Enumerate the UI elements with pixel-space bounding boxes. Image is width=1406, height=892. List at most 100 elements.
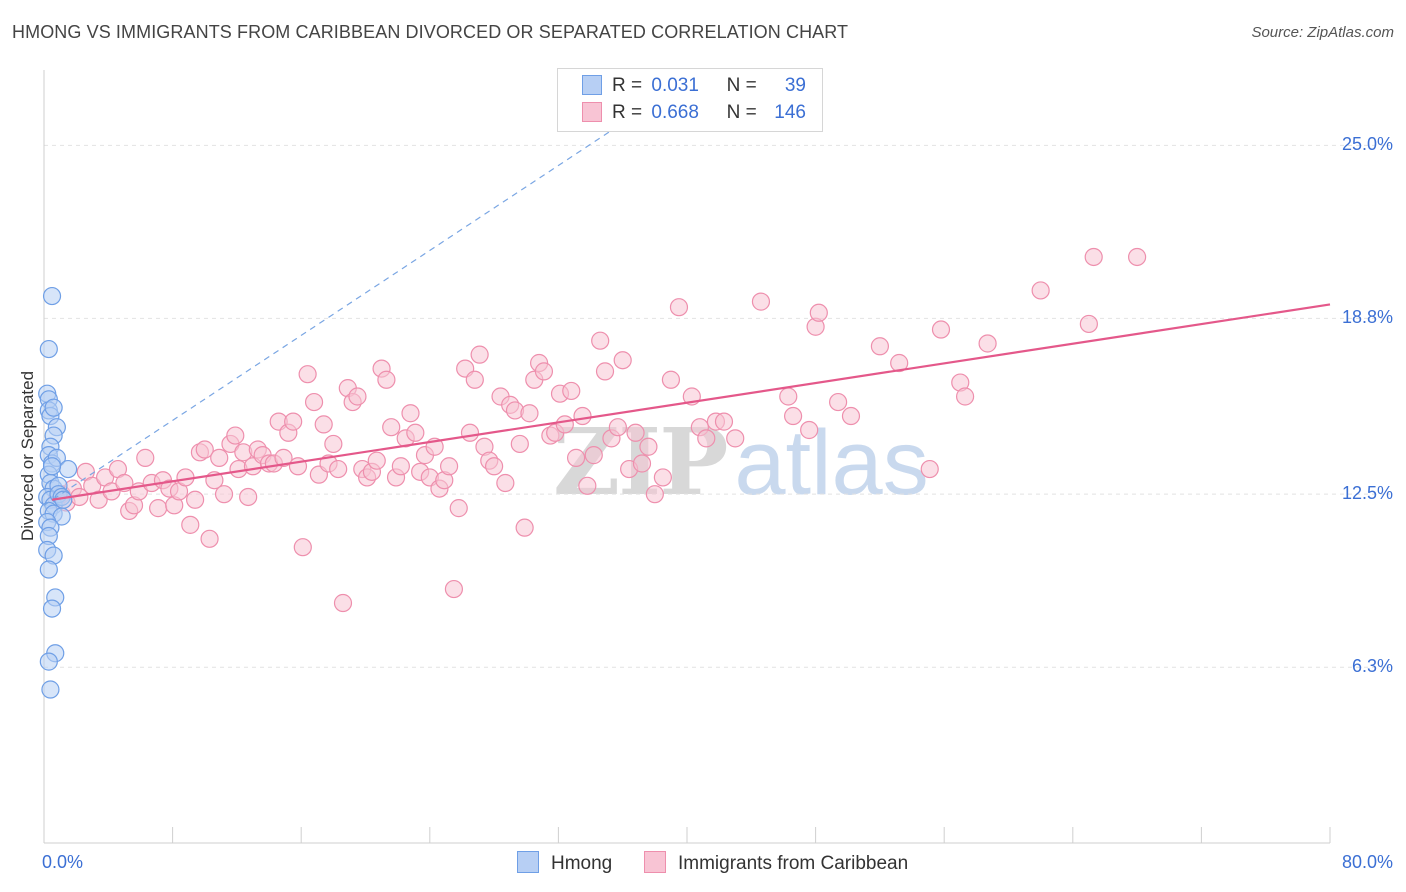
caribbean-point-26 <box>195 440 214 459</box>
caribbean-point-103 <box>578 476 597 495</box>
hmong-trend-line <box>43 122 624 506</box>
caribbean-point-29 <box>210 448 229 467</box>
caribbean-point-141 <box>1084 247 1103 267</box>
caribbean-point-15 <box>136 448 155 467</box>
caribbean-point-127 <box>800 420 819 440</box>
caribbean-point-131 <box>841 406 861 426</box>
caribbean-r-value: 0.668 <box>651 102 699 123</box>
y-tick-label-2: 18.8% <box>1341 307 1393 328</box>
caribbean-point-99 <box>555 415 574 434</box>
caribbean-point-111 <box>626 423 645 442</box>
stats-row-hmong: R = 0.031 N = 39 <box>582 75 806 101</box>
caribbean-point-50 <box>314 415 333 434</box>
caribbean-point-52 <box>324 434 343 454</box>
hmong-point-37 <box>42 457 62 476</box>
caribbean-point-123 <box>726 429 745 448</box>
hmong-r-label: R = <box>612 75 643 96</box>
caribbean-r-label: R = <box>612 102 643 123</box>
legend-caribbean-label: Immigrants from Caribbean <box>678 853 909 874</box>
caribbean-point-81 <box>465 370 484 389</box>
hmong-n-label: N = <box>726 75 757 96</box>
caribbean-point-125 <box>779 387 798 406</box>
caribbean-point-95 <box>534 362 554 381</box>
hmong-point-33 <box>39 652 58 671</box>
hmong-point-34 <box>41 680 60 699</box>
caribbean-point-80 <box>460 423 480 442</box>
caribbean-point-114 <box>645 485 664 504</box>
caribbean-point-64 <box>382 418 401 437</box>
caribbean-n-label: N = <box>726 102 757 123</box>
caribbean-point-112 <box>632 454 652 473</box>
caribbean-point-101 <box>566 448 586 467</box>
legend-hmong-label: Hmong <box>551 853 613 874</box>
caribbean-point-68 <box>401 404 420 423</box>
y-tick-label-3: 25.0% <box>1341 134 1393 155</box>
caribbean-point-113 <box>639 437 658 456</box>
caribbean-point-85 <box>485 457 504 476</box>
y-tick-label-0: 6.3% <box>1351 656 1393 677</box>
hmong-n-value: 39 <box>784 75 806 96</box>
caribbean-point-32 <box>226 426 245 445</box>
caribbean-point-46 <box>293 538 312 557</box>
stats-legend: R = 0.031 N = 39 R = 0.668 N = 146 <box>557 68 823 132</box>
caribbean-trend-line <box>51 303 1331 501</box>
legend-caribbean-swatch <box>644 851 666 873</box>
caribbean-point-35 <box>239 487 258 507</box>
hmong-point-35 <box>42 286 62 306</box>
caribbean-point-116 <box>661 370 681 389</box>
hmong-point-4 <box>44 398 63 417</box>
caribbean-point-120 <box>697 429 716 448</box>
caribbean-point-106 <box>595 362 615 381</box>
hmong-point-29 <box>39 560 58 579</box>
caribbean-point-132 <box>870 337 890 356</box>
caribbean-point-122 <box>714 412 734 431</box>
legend-hmong-swatch <box>517 851 539 873</box>
caribbean-point-61 <box>367 451 386 470</box>
caribbean-point-134 <box>920 459 939 479</box>
caribbean-point-42 <box>274 448 293 467</box>
caribbean-point-104 <box>584 446 603 465</box>
hmong-point-11 <box>59 459 78 479</box>
caribbean-point-77 <box>444 579 464 599</box>
caribbean-point-140 <box>1079 314 1098 334</box>
caribbean-point-47 <box>298 365 317 384</box>
caribbean-point-117 <box>669 298 689 317</box>
caribbean-point-53 <box>329 459 348 479</box>
caribbean-point-27 <box>200 529 219 548</box>
caribbean-point-48 <box>304 392 324 412</box>
caribbean-point-54 <box>333 593 353 613</box>
y-tick-label-1: 12.5% <box>1341 483 1393 504</box>
caribbean-n-value: 146 <box>774 102 806 123</box>
hmong-point-36 <box>39 339 58 359</box>
caribbean-point-124 <box>751 292 771 311</box>
caribbean-point-69 <box>406 423 425 442</box>
caribbean-point-23 <box>181 515 200 534</box>
caribbean-point-105 <box>591 331 610 350</box>
caribbean-point-137 <box>955 387 975 406</box>
caribbean-point-63 <box>377 370 396 389</box>
caribbean-point-108 <box>608 418 627 437</box>
caribbean-point-130 <box>829 392 848 412</box>
caribbean-point-17 <box>149 499 168 518</box>
caribbean-point-133 <box>890 353 909 373</box>
caribbean-point-44 <box>284 412 303 431</box>
caribbean-point-135 <box>931 320 951 339</box>
caribbean-point-92 <box>520 404 539 423</box>
caribbean-swatch <box>582 102 602 122</box>
chart-title: HMONG VS IMMIGRANTS FROM CARIBBEAN DIVOR… <box>12 22 849 42</box>
caribbean-point-66 <box>391 457 410 476</box>
legend-item-caribbean: Immigrants from Caribbean <box>644 851 908 875</box>
caribbean-point-76 <box>439 457 459 476</box>
hmong-point-31 <box>42 599 62 618</box>
caribbean-point-109 <box>613 351 632 370</box>
watermark-atlas: atlas <box>734 412 929 514</box>
stats-row-caribbean: R = 0.668 N = 146 <box>582 102 806 128</box>
caribbean-point-90 <box>510 434 529 454</box>
caribbean-point-139 <box>1031 281 1050 300</box>
caribbean-point-126 <box>783 406 803 426</box>
chart-source: Source: ZipAtlas.com <box>1251 24 1394 41</box>
caribbean-point-7 <box>89 490 108 509</box>
caribbean-point-129 <box>809 303 828 322</box>
legend-item-hmong: Hmong <box>517 851 612 875</box>
